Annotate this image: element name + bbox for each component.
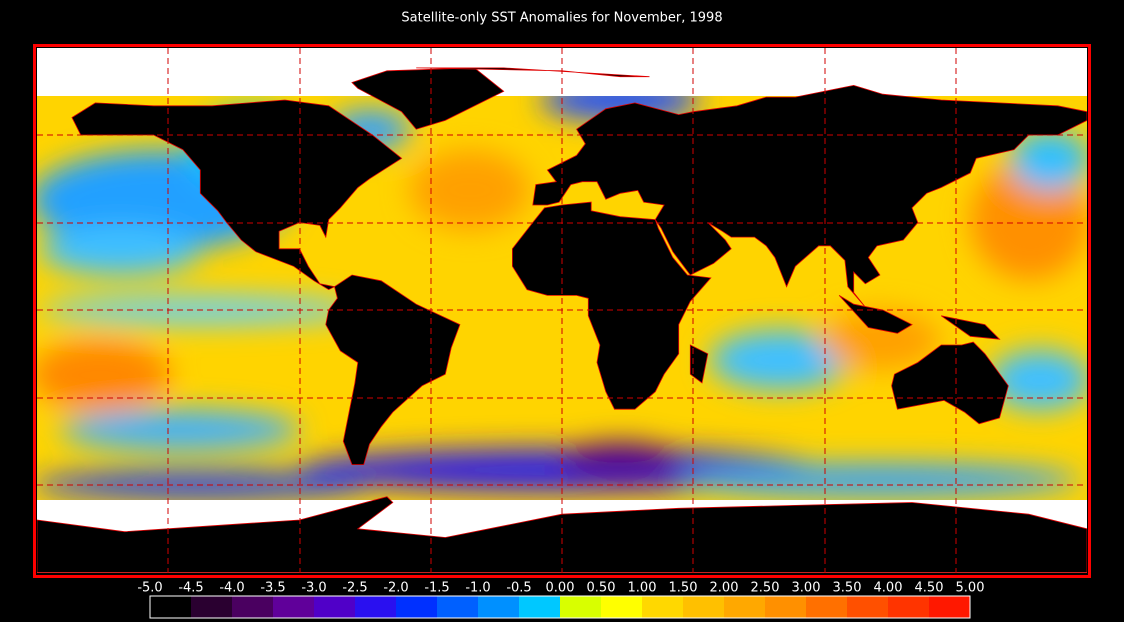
colorbar-tick-label: 3.00: [792, 581, 821, 596]
colorbar-tick-label: -4.0: [219, 581, 244, 596]
colorbar-tick-label: -0.5: [506, 581, 531, 596]
color-swatch: [683, 596, 724, 618]
color-swatch: [191, 596, 232, 618]
colorbar-tick-label: 3.50: [833, 581, 862, 596]
map: [37, 48, 1087, 573]
landmass: [532, 84, 1087, 308]
colorbar-tick-label: -3.5: [260, 581, 285, 596]
map-frame: [33, 44, 1091, 578]
colorbar-tick-label: -2.5: [342, 581, 367, 596]
colorbar-tick-label: 4.00: [874, 581, 903, 596]
colorbar-tick-label: 1.50: [669, 581, 698, 596]
color-swatch: [478, 596, 519, 618]
colorbar-tick-label: -5.0: [137, 581, 162, 596]
colorbar-tick-label: -1.0: [465, 581, 490, 596]
color-swatch: [888, 596, 929, 618]
colorbar-tick-label: 2.00: [710, 581, 739, 596]
colorbar-tick-label: 5.00: [956, 581, 985, 596]
colorbar-tick-label: -3.0: [301, 581, 326, 596]
colorbar-tick-label: -1.5: [424, 581, 449, 596]
color-swatch: [847, 596, 888, 618]
colorbar-tick-label: 2.50: [751, 581, 780, 596]
colorbar-tick-label: 0.50: [587, 581, 616, 596]
colorbar-tick-label: 1.00: [628, 581, 657, 596]
colorbar-border: [149, 595, 971, 619]
colorbar-tick-label: 4.50: [915, 581, 944, 596]
color-swatch: [601, 596, 642, 618]
color-swatch: [314, 596, 355, 618]
landmass: [416, 67, 650, 78]
color-swatch: [642, 596, 683, 618]
landmass: [891, 341, 1009, 425]
color-swatch: [396, 596, 437, 618]
color-swatch: [560, 596, 601, 618]
color-swatch: [724, 596, 765, 618]
color-swatch: [355, 596, 396, 618]
landmass: [325, 274, 461, 465]
color-swatch: [150, 596, 191, 618]
color-swatch: [519, 596, 560, 618]
title: Satellite-only SST Anomalies for Novembe…: [401, 11, 722, 26]
color-swatch: [929, 596, 970, 618]
color-swatch: [273, 596, 314, 618]
landmass: [351, 67, 505, 130]
graticule: [37, 48, 1087, 573]
landmass: [838, 295, 913, 334]
color-swatch: [765, 596, 806, 618]
colorbar: -5.0 -4.5 -4.0 -3.5 -3.0 -2.5 -2.0 -1.5 -1.0 -0.5…: [137, 581, 984, 619]
anomaly-field: [37, 80, 1087, 499]
colorbar-tick-label: 0.00: [546, 581, 575, 596]
color-swatch: [806, 596, 847, 618]
color-swatch: [232, 596, 273, 618]
landmass: [689, 344, 709, 384]
colorbar-tick-label: -4.5: [178, 581, 203, 596]
colorbar-tick-label: -2.0: [383, 581, 408, 596]
color-swatch: [437, 596, 478, 618]
